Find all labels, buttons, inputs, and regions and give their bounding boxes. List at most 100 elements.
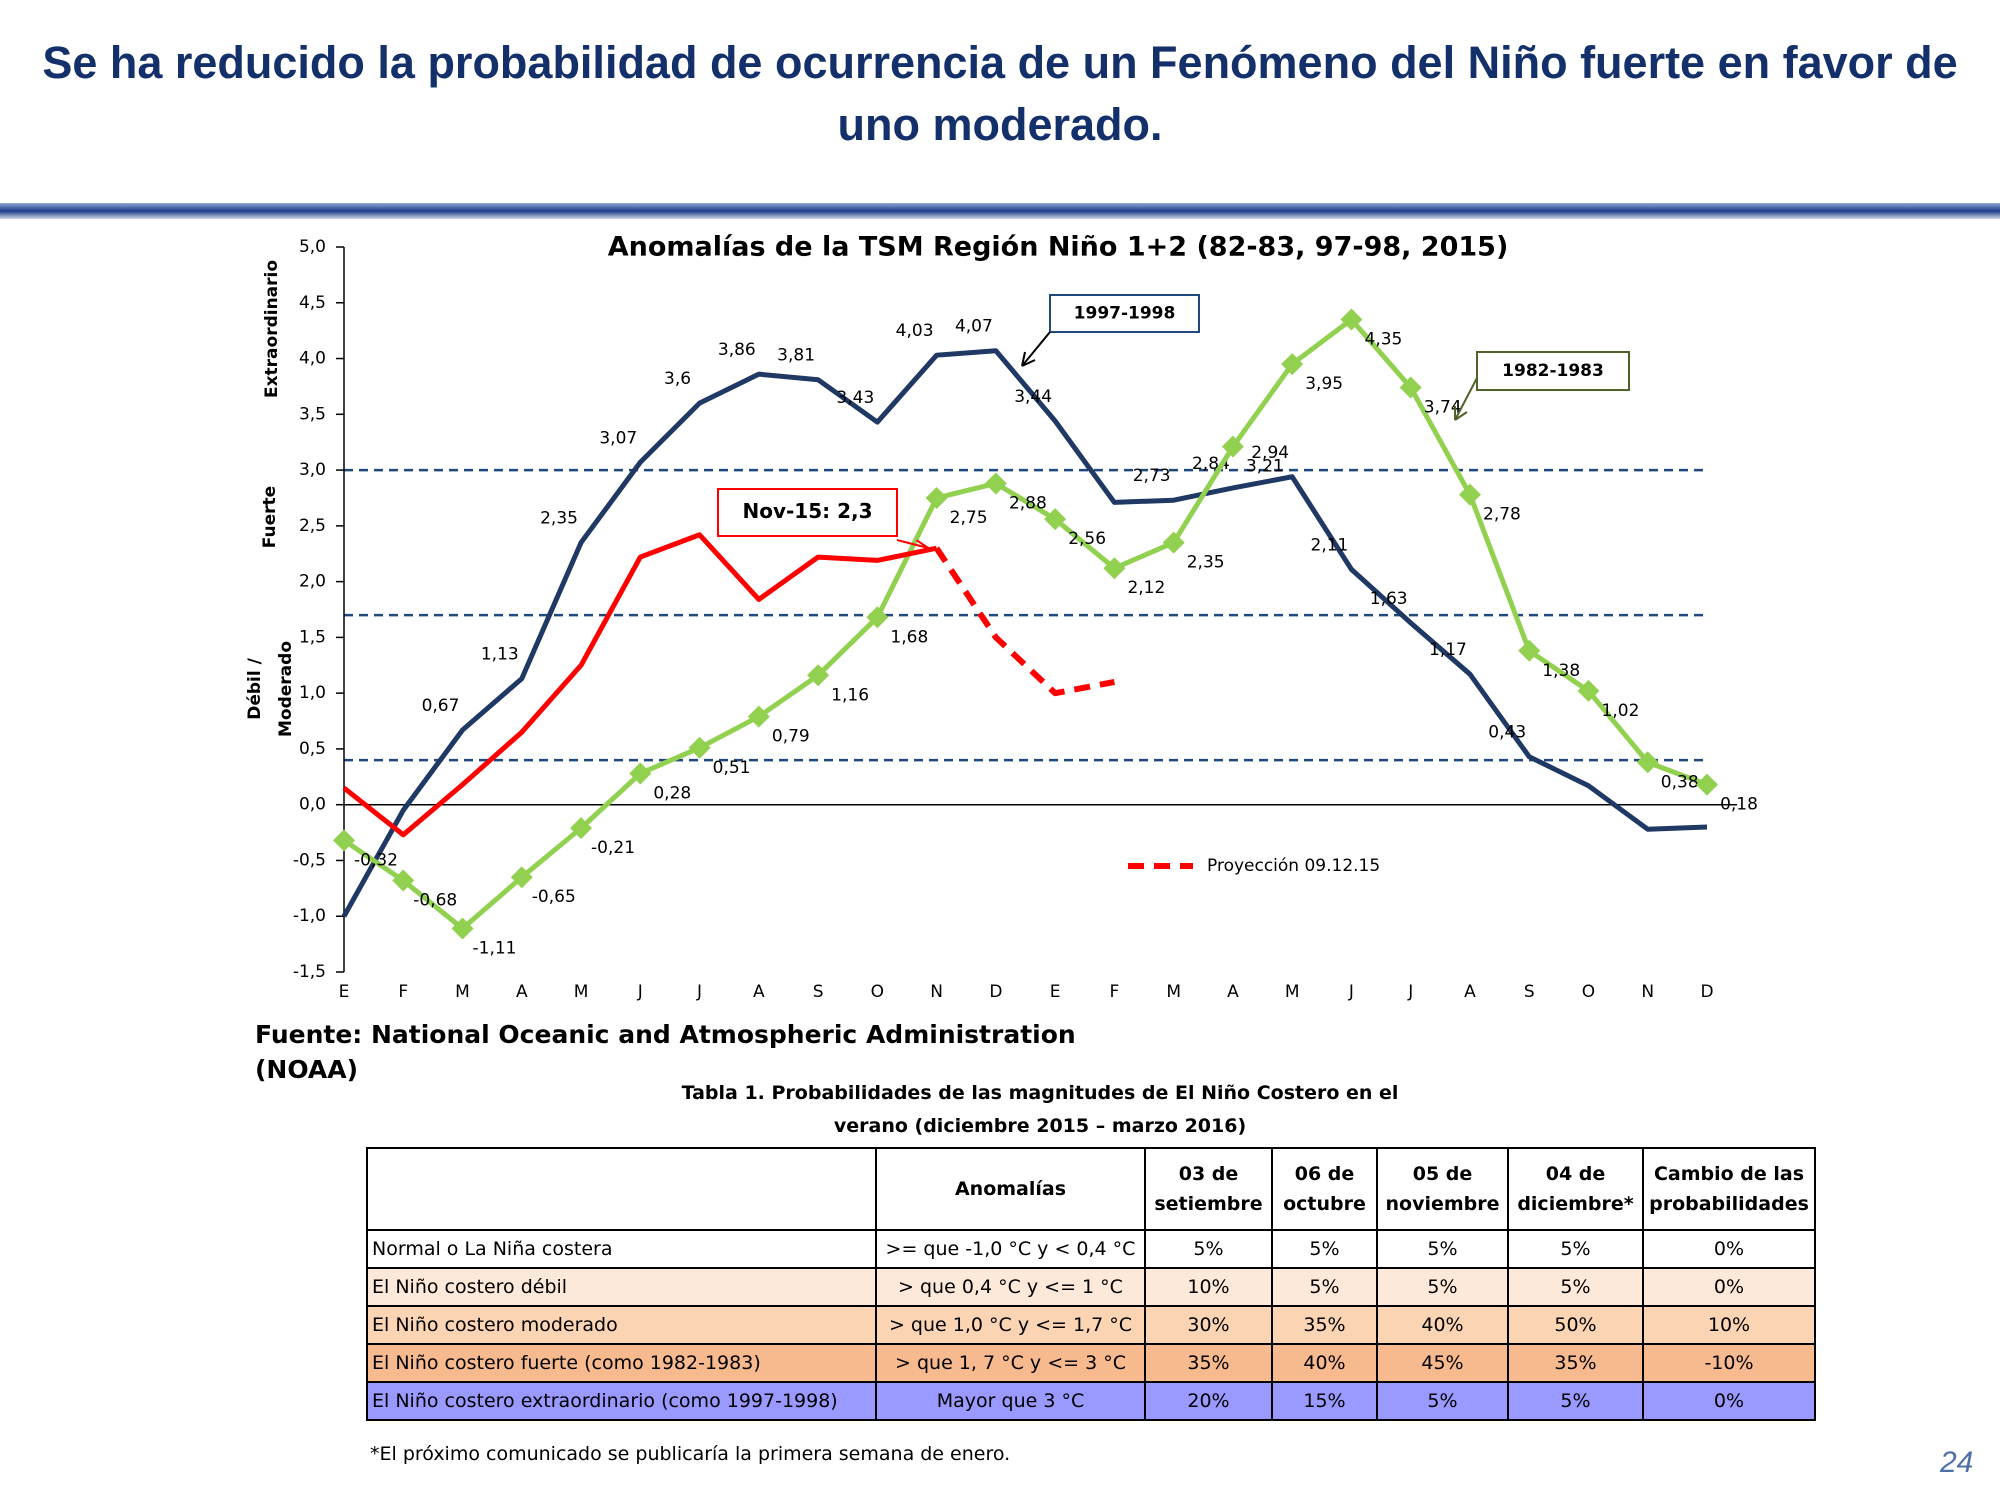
- data-label: 0,18: [1720, 795, 1758, 815]
- y-tick-label: -1,0: [293, 906, 326, 926]
- y-tick-label: 1,0: [299, 683, 326, 703]
- table-title: Tabla 1. Probabilidades de las magnitude…: [681, 1082, 1399, 1104]
- x-tick-label: S: [1524, 982, 1535, 1002]
- table-cell: El Niño costero débil: [366, 1267, 877, 1307]
- data-label: 1,16: [831, 685, 869, 705]
- table-cell: 5%: [1271, 1267, 1378, 1307]
- x-tick-label: D: [1700, 982, 1713, 1002]
- marker: [1458, 483, 1481, 506]
- x-tick-label: M: [574, 982, 589, 1002]
- data-label: -1,11: [473, 939, 517, 959]
- source: (NOAA): [255, 1055, 359, 1084]
- marker: [1399, 376, 1422, 399]
- table-cell: > que 0,4 °C y <= 1 °C: [875, 1267, 1146, 1307]
- table-cell: El Niño costero moderado: [366, 1305, 877, 1345]
- legend-label: Proyección 09.12.15: [1207, 856, 1380, 876]
- chart: Anomalías de la TSM Región Niño 1+2 (82-…: [245, 232, 1758, 1003]
- table-cell: El Niño costero fuerte (como 1982-1983): [366, 1343, 877, 1383]
- y-tick-label: 3,5: [299, 404, 326, 424]
- y-tick-label: 2,5: [299, 516, 326, 536]
- table-cell: 15%: [1271, 1381, 1378, 1421]
- y-tick-label: 0,0: [299, 795, 326, 815]
- data-label: 2,56: [1068, 529, 1106, 549]
- band-label: Extraordinario: [262, 260, 282, 398]
- y-tick-label: 1,5: [299, 627, 326, 647]
- marker: [866, 606, 889, 629]
- marker: [451, 917, 474, 940]
- x-tick-label: M: [1166, 982, 1181, 1002]
- table-cell: Normal o La Niña costera: [366, 1229, 877, 1269]
- table-row: El Niño costero débil > que 0,4 °C y <= 1…: [366, 1267, 1816, 1307]
- marker: [570, 817, 593, 840]
- data-label: 3,43: [836, 388, 874, 408]
- marker: [688, 736, 711, 759]
- slide-title: Se ha reducido la probabilidad de ocurre…: [42, 37, 1958, 150]
- x-tick-label: S: [813, 982, 824, 1002]
- marker: [807, 664, 830, 687]
- x-tick-label: O: [1582, 982, 1595, 1002]
- table-cell: 35%: [1507, 1343, 1644, 1383]
- marker: [1518, 639, 1541, 662]
- marker: [1636, 751, 1659, 774]
- x-tick-label: J: [1348, 982, 1354, 1002]
- data-label: 0,79: [772, 727, 810, 747]
- data-label: 4,07: [955, 317, 993, 337]
- arrow: [1454, 377, 1478, 421]
- marker: [1044, 508, 1067, 531]
- table-cell: > que 1,0 °C y <= 1,7 °C: [875, 1305, 1146, 1345]
- table-cell: -10%: [1642, 1343, 1816, 1383]
- table-cell: 5%: [1507, 1229, 1644, 1269]
- marker: [1162, 531, 1185, 554]
- marker: [1281, 353, 1304, 376]
- table-header-row: Anomalías 03 de setiembre 06 de octubre 05 …: [366, 1147, 1816, 1231]
- x-tick-label: N: [930, 982, 943, 1002]
- table-cell: 5%: [1376, 1229, 1509, 1269]
- table-cell: 5%: [1376, 1381, 1509, 1421]
- callout-box: [1049, 294, 1200, 333]
- data-label: 3,74: [1424, 398, 1462, 418]
- data-label: 3,86: [718, 340, 756, 360]
- data-label: -0,32: [354, 850, 398, 870]
- x-tick-label: O: [871, 982, 884, 1002]
- y-tick-label: 2,0: [299, 572, 326, 592]
- data-label: 0,51: [713, 758, 751, 778]
- series-line: [934, 546, 1115, 697]
- data-label: 1,38: [1542, 661, 1580, 681]
- table-cell: 35%: [1144, 1343, 1273, 1383]
- table-cell: >= que -1,0 °C y < 0,4 °C: [875, 1229, 1146, 1269]
- x-tick-label: M: [1285, 982, 1300, 1002]
- data-label: 2,35: [540, 509, 578, 529]
- chart-title: Anomalías de la TSM Región Niño 1+2 (82-…: [608, 232, 1509, 263]
- footnote: *El próximo comunicado se publicaría la …: [370, 1443, 1011, 1465]
- data-label: 3,07: [599, 428, 637, 448]
- header-cell: 06 de octubre: [1271, 1147, 1378, 1231]
- table-cell: 0%: [1642, 1381, 1816, 1421]
- table-cell: El Niño costero extraordinario (como 199…: [366, 1381, 877, 1421]
- data-label: 1,63: [1370, 589, 1408, 609]
- data-label: 3,6: [664, 369, 691, 389]
- data-label: 1,68: [890, 627, 928, 647]
- callout-text: Nov-15: 2,3: [742, 499, 872, 523]
- table-cell: 0%: [1642, 1229, 1816, 1269]
- table-cell: 30%: [1144, 1305, 1273, 1345]
- data-label: 3,44: [1014, 387, 1052, 407]
- x-tick-label: E: [1050, 982, 1061, 1002]
- data-label: -0,65: [532, 887, 576, 907]
- table-cell: 40%: [1376, 1305, 1509, 1345]
- x-tick-label: N: [1641, 982, 1654, 1002]
- data-label: -0,68: [413, 891, 457, 911]
- data-label: 3,95: [1305, 374, 1343, 394]
- series-line: [342, 317, 1708, 931]
- table-cell: 35%: [1271, 1305, 1378, 1345]
- x-tick-label: D: [989, 982, 1002, 1002]
- table-cell: 5%: [1507, 1267, 1644, 1307]
- table-cell: 10%: [1642, 1305, 1816, 1345]
- series-line: [341, 348, 1708, 918]
- data-label: 1,17: [1429, 640, 1467, 660]
- band-label: Moderado: [276, 641, 296, 737]
- marker: [1696, 773, 1718, 796]
- data-label: 3,21: [1246, 457, 1284, 477]
- x-tick-label: A: [753, 982, 765, 1002]
- data-label: 4,03: [896, 321, 934, 341]
- data-label: 2,75: [950, 508, 988, 528]
